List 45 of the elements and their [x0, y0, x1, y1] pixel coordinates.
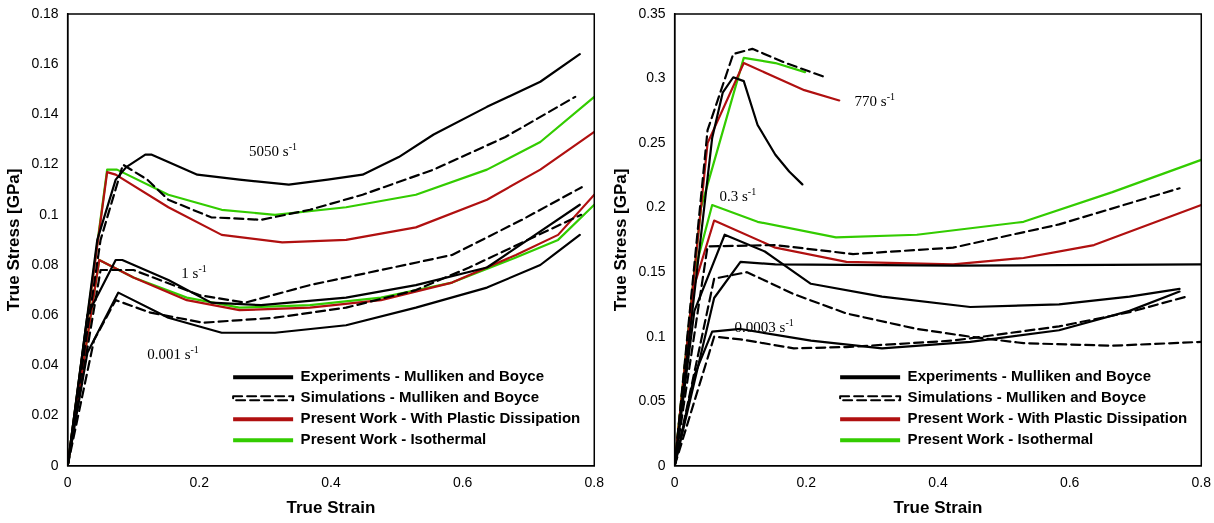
y-tick-label: 0.14: [31, 105, 59, 122]
y-tick-label: 0.04: [31, 356, 59, 373]
y-tick-label: 0.16: [31, 55, 59, 72]
y-tick-label: 0.1: [39, 205, 59, 222]
y-tick-label: 0.35: [638, 4, 666, 21]
y-tick-label: 0.1: [646, 327, 666, 344]
y-tick-label: 0.2: [646, 198, 666, 215]
annotation: 5050 s$^{-1}$: [249, 140, 297, 160]
legend-label: Experiments - Mulliken and Boyce: [907, 367, 1152, 385]
x-tick-label: 0.4: [928, 474, 948, 491]
legend-label: Simulations - Mulliken and Boyce: [300, 388, 539, 406]
y-tick-label: 0: [657, 456, 666, 473]
legend-label: Present Work - Isothermal: [300, 430, 487, 448]
annotation: 0.001 s$^{-1}$: [147, 343, 199, 363]
annotation: 0.3 s$^{-1}$: [719, 185, 757, 205]
y-tick-label: 0.3: [646, 69, 666, 86]
y-axis-title: True Stress [GPa]: [610, 168, 630, 312]
y-tick-label: 0.12: [31, 155, 59, 172]
y-tick-label: 0.02: [31, 406, 59, 423]
x-tick-label: 0.8: [584, 474, 605, 491]
x-tick-label: 0: [63, 474, 72, 491]
y-tick-label: 0.15: [638, 263, 666, 280]
legend-label: Present Work - With Plastic Dissipation: [907, 409, 1188, 427]
x-tick-label: 0: [670, 474, 679, 491]
x-tick-label: 0.4: [321, 474, 341, 491]
x-tick-label: 0.2: [796, 474, 817, 491]
annotation: 770 s$^{-1}$: [854, 90, 895, 110]
y-tick-label: 0.05: [638, 392, 666, 409]
legend-label: Experiments - Mulliken and Boyce: [300, 367, 545, 385]
y-tick-label: 0.06: [31, 306, 59, 323]
legend-label: Simulations - Mulliken and Boyce: [907, 388, 1146, 406]
annotation: 1 s$^{-1}$: [181, 262, 207, 282]
legend-label: Present Work - Isothermal: [907, 430, 1094, 448]
x-axis-title: True Strain: [286, 498, 376, 518]
y-tick-label: 0.18: [31, 4, 59, 21]
legend-label: Present Work - With Plastic Dissipation: [300, 409, 581, 427]
x-tick-label: 0.6: [452, 474, 473, 491]
x-tick-label: 0.2: [189, 474, 210, 491]
y-axis-title: True Stress [GPa]: [3, 168, 23, 312]
x-tick-label: 0.8: [1191, 474, 1212, 491]
y-tick-label: 0.08: [31, 255, 59, 272]
y-tick-label: 0: [50, 456, 59, 473]
y-tick-label: 0.25: [638, 133, 666, 150]
x-axis-title: True Strain: [893, 498, 983, 518]
x-tick-label: 0.6: [1059, 474, 1080, 491]
